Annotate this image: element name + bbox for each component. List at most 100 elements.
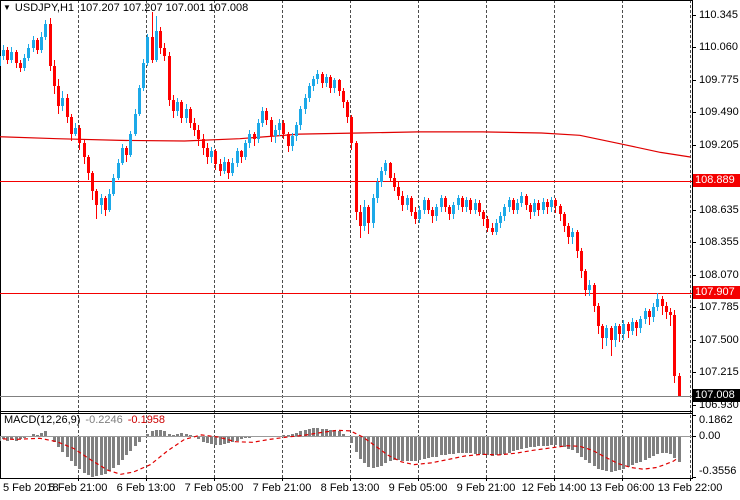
macd-axis-tick xyxy=(692,477,696,478)
candle xyxy=(410,198,413,212)
time-axis-label: 9 Feb 05:00 xyxy=(388,482,448,494)
price-axis-tick xyxy=(692,15,696,16)
time-axis-label: 7 Feb 05:00 xyxy=(184,482,244,494)
time-gridline xyxy=(622,0,623,478)
macd-histogram-bar xyxy=(23,436,26,438)
candle-wick xyxy=(254,132,255,146)
candle xyxy=(100,198,103,205)
candle xyxy=(380,171,383,182)
macd-axis-label: 0.00 xyxy=(699,430,721,442)
candle xyxy=(282,123,285,134)
macd-histogram-bar xyxy=(100,436,103,475)
time-gridline xyxy=(350,0,351,478)
candle xyxy=(367,207,370,223)
macd-histogram-bar xyxy=(138,436,141,442)
macd-histogram-bar xyxy=(117,436,120,465)
macd-histogram-bar xyxy=(512,436,515,451)
macd-histogram-bar xyxy=(0,436,1,441)
macd-histogram-bar xyxy=(618,436,621,470)
macd-histogram-bar xyxy=(236,436,239,441)
candle xyxy=(525,196,528,205)
macd-histogram-bar xyxy=(516,436,519,450)
macd-histogram-bar xyxy=(32,434,35,436)
macd-histogram-bar xyxy=(342,434,345,436)
macd-histogram-bar xyxy=(508,436,511,453)
macd-histogram-bar xyxy=(129,436,132,451)
candle xyxy=(117,163,120,178)
candle xyxy=(512,200,515,210)
candle xyxy=(486,219,489,228)
candle xyxy=(588,285,591,290)
candle xyxy=(465,200,468,207)
symbol-period-label: USDJPY,H1 xyxy=(14,2,75,14)
macd-histogram-bar xyxy=(40,433,43,436)
candle xyxy=(278,123,281,130)
price-badge: 107.008 xyxy=(693,389,740,402)
macd-histogram-bar xyxy=(248,436,251,438)
candle xyxy=(329,77,332,88)
candle xyxy=(444,198,447,207)
price-axis-label: 107.215 xyxy=(699,366,739,378)
candle xyxy=(0,56,1,66)
time-axis-label: 6 Feb 13:00 xyxy=(116,482,176,494)
macd-histogram-bar xyxy=(70,436,73,461)
macd-histogram-bar xyxy=(316,428,319,436)
time-axis-tick xyxy=(214,478,215,481)
time-axis-tick xyxy=(486,478,487,481)
macd-histogram-bar xyxy=(304,430,307,436)
macd-histogram-bar xyxy=(57,436,60,447)
macd-histogram-bar xyxy=(431,436,434,457)
macd-histogram-bar xyxy=(656,436,659,454)
time-axis-tick xyxy=(146,478,147,481)
macd-histogram-bar xyxy=(214,436,217,445)
candle xyxy=(155,31,158,60)
candle xyxy=(499,216,502,223)
candle-wick xyxy=(670,308,671,326)
candle xyxy=(355,143,358,212)
macd-histogram-bar xyxy=(397,436,400,460)
candle xyxy=(163,48,166,56)
candle xyxy=(257,123,260,139)
chart-area[interactable] xyxy=(0,0,692,478)
candle xyxy=(159,31,162,48)
macd-histogram-bar xyxy=(389,436,392,461)
price-axis-label: 110.345 xyxy=(699,9,738,21)
chart-top-border xyxy=(0,0,692,1)
macd-histogram-bar xyxy=(542,436,545,446)
symbol-dropdown-icon[interactable]: ▼ xyxy=(3,3,11,12)
price-axis-label: 107.785 xyxy=(699,301,739,313)
macd-histogram-bar xyxy=(168,434,171,436)
candle xyxy=(112,178,115,194)
macd-histogram-bar xyxy=(363,436,366,463)
candle xyxy=(605,328,608,338)
candle xyxy=(142,63,145,88)
candle xyxy=(554,200,557,206)
macd-histogram-bar xyxy=(393,436,396,460)
macd-histogram-bar xyxy=(423,436,426,459)
macd-histogram-bar xyxy=(329,430,332,436)
candle xyxy=(210,151,213,157)
time-axis[interactable]: 5 Feb 2018 5 Feb 21:00 6 Feb 13:00 7 Feb 05… xyxy=(0,478,740,500)
candle xyxy=(227,162,230,173)
time-gridline xyxy=(78,0,79,478)
candle xyxy=(503,207,506,216)
candle xyxy=(27,48,30,58)
macd-histogram-bar xyxy=(576,436,579,453)
price-axis[interactable]: 110.345 110.060 109.775 109.490 109.205 108.6… xyxy=(692,0,740,478)
macd-histogram-bar xyxy=(414,436,417,461)
macd-histogram-bar xyxy=(321,429,324,436)
candle xyxy=(197,130,200,139)
candle xyxy=(661,299,664,306)
candle xyxy=(601,326,604,338)
candle xyxy=(342,91,345,102)
candle xyxy=(172,100,175,111)
candle xyxy=(542,202,545,210)
candle xyxy=(214,151,217,164)
time-axis-tick xyxy=(350,478,351,481)
macd-histogram-bar xyxy=(2,436,5,439)
time-axis-label: 5 Feb 2018 xyxy=(3,482,59,494)
candle xyxy=(10,52,13,60)
macd-histogram-bar xyxy=(112,436,115,468)
candle xyxy=(236,151,239,163)
macd-histogram-bar xyxy=(83,436,86,473)
